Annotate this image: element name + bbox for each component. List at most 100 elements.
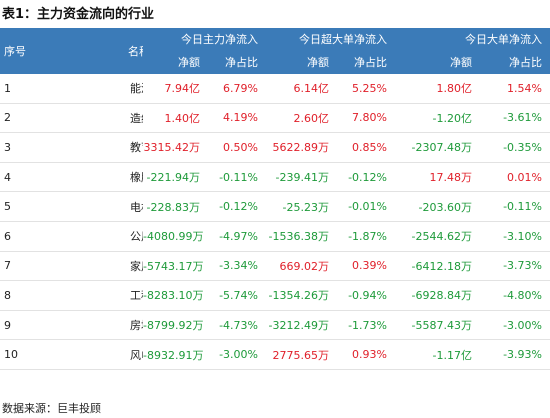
cell-industry-name: 造纸印刷: [58, 103, 143, 134]
cell-rank: 1: [0, 74, 58, 104]
table-row: 8工程咨询服务-8283.10万-5.74%-1354.26万-0.94%-69…: [0, 280, 550, 311]
cell-main-amount: 7.94亿: [143, 74, 208, 104]
header-main-ratio: 净占比: [208, 50, 266, 74]
cell-large-amount: -5587.43万: [395, 310, 480, 341]
cell-large-amount: 1.80亿: [395, 74, 480, 104]
cell-large-ratio: -3.10%: [480, 221, 550, 252]
data-source: 数据来源：巨丰投顾: [2, 402, 101, 415]
cell-large-ratio: -3.00%: [480, 310, 550, 341]
cell-rank: 9: [0, 310, 58, 341]
cell-industry-name: 橡胶制品: [58, 162, 143, 193]
cell-large-amount: -1.20亿: [395, 103, 480, 134]
cell-main-amount: -8932.91万: [143, 339, 208, 370]
cell-main-amount: -228.83万: [143, 191, 208, 222]
cell-super-ratio: -0.01%: [337, 191, 395, 222]
cell-rank: 2: [0, 103, 58, 134]
header-super-ratio: 净占比: [337, 50, 395, 74]
cell-main-ratio: 6.79%: [208, 74, 266, 104]
cell-super-amount: -239.41万: [266, 162, 337, 193]
cell-main-ratio: -0.11%: [208, 162, 266, 193]
cell-industry-name: 能源金属: [58, 74, 143, 104]
header-main-amount: 净额: [143, 50, 208, 74]
cell-large-ratio: -3.73%: [480, 251, 550, 282]
cell-industry-name: 教育: [58, 132, 143, 163]
header-group-super: 今日超大单净流入: [266, 28, 395, 50]
cell-main-ratio: 0.50%: [208, 132, 266, 163]
cell-rank: 3: [0, 132, 58, 163]
cell-main-ratio: -3.34%: [208, 251, 266, 282]
cell-super-ratio: 5.25%: [337, 74, 395, 104]
table-row: 3教育3315.42万0.50%5622.89万0.85%-2307.48万-0…: [0, 132, 550, 163]
cell-super-ratio: 7.80%: [337, 103, 395, 134]
cell-industry-name: 公用事业: [58, 221, 143, 252]
cell-super-amount: -1536.38万: [266, 221, 337, 252]
cell-rank: 7: [0, 251, 58, 282]
cell-main-amount: -8283.10万: [143, 280, 208, 311]
cell-industry-name: 风电设备: [58, 339, 143, 370]
table-row: 4橡胶制品-221.94万-0.11%-239.41万-0.12%17.48万0…: [0, 162, 550, 193]
cell-large-amount: -2544.62万: [395, 221, 480, 252]
cell-large-amount: -6928.84万: [395, 280, 480, 311]
cell-super-amount: 6.14亿: [266, 74, 337, 104]
cell-main-amount: -8799.92万: [143, 310, 208, 341]
cell-main-ratio: -4.73%: [208, 310, 266, 341]
cell-large-ratio: 1.54%: [480, 74, 550, 104]
cell-industry-name: 家用轻工: [58, 251, 143, 282]
cell-super-ratio: -0.94%: [337, 280, 395, 311]
cell-large-ratio: -0.11%: [480, 191, 550, 222]
cell-industry-name: 房地产服务: [58, 310, 143, 341]
cell-rank: 8: [0, 280, 58, 311]
cell-super-ratio: -1.87%: [337, 221, 395, 252]
header-rank: 序号: [0, 28, 58, 74]
cell-large-amount: -203.60万: [395, 191, 480, 222]
table-caption: 表1：主力资金流向的行业: [2, 7, 155, 22]
cell-super-amount: -1354.26万: [266, 280, 337, 311]
table-row: 7家用轻工-5743.17万-3.34%669.02万0.39%-6412.18…: [0, 251, 550, 282]
cell-large-amount: 17.48万: [395, 162, 480, 193]
table-row: 9房地产服务-8799.92万-4.73%-3212.49万-1.73%-558…: [0, 310, 550, 341]
cell-large-ratio: -4.80%: [480, 280, 550, 311]
cell-super-ratio: 0.93%: [337, 339, 395, 370]
cell-large-ratio: -3.61%: [480, 103, 550, 134]
cell-main-amount: -5743.17万: [143, 251, 208, 282]
cell-super-amount: -3212.49万: [266, 310, 337, 341]
cell-main-ratio: -0.12%: [208, 191, 266, 222]
header-group-large: 今日大单净流入: [395, 28, 550, 50]
cell-industry-name: 工程咨询服务: [58, 280, 143, 311]
cell-super-ratio: 0.39%: [337, 251, 395, 282]
cell-main-amount: -4080.99万: [143, 221, 208, 252]
cell-main-amount: 1.40亿: [143, 103, 208, 134]
header-group-main: 今日主力净流入: [143, 28, 266, 50]
cell-large-ratio: 0.01%: [480, 162, 550, 193]
cell-main-amount: -221.94万: [143, 162, 208, 193]
cell-large-ratio: -0.35%: [480, 132, 550, 163]
cell-main-ratio: 4.19%: [208, 103, 266, 134]
cell-industry-name: 电机: [58, 191, 143, 222]
cell-large-amount: -1.17亿: [395, 339, 480, 370]
cell-main-ratio: -4.97%: [208, 221, 266, 252]
header-name: 名称: [58, 28, 143, 74]
cell-large-amount: -6412.18万: [395, 251, 480, 282]
table-row: 5电机-228.83万-0.12%-25.23万-0.01%-203.60万-0…: [0, 191, 550, 222]
cell-main-ratio: -5.74%: [208, 280, 266, 311]
header-large-amount: 净额: [395, 50, 480, 74]
industry-flow-table: 序号 名称 今日主力净流入 今日超大单净流入 今日大单净流入 净额 净占比 净额…: [0, 28, 550, 370]
cell-rank: 6: [0, 221, 58, 252]
cell-super-amount: -25.23万: [266, 191, 337, 222]
cell-large-amount: -2307.48万: [395, 132, 480, 163]
table-row: 10风电设备-8932.91万-3.00%2775.65万0.93%-1.17亿…: [0, 339, 550, 370]
cell-rank: 4: [0, 162, 58, 193]
cell-super-amount: 5622.89万: [266, 132, 337, 163]
cell-super-ratio: 0.85%: [337, 132, 395, 163]
cell-super-ratio: -0.12%: [337, 162, 395, 193]
table-row: 6公用事业-4080.99万-4.97%-1536.38万-1.87%-2544…: [0, 221, 550, 252]
cell-large-ratio: -3.93%: [480, 339, 550, 370]
cell-super-amount: 669.02万: [266, 251, 337, 282]
cell-main-ratio: -3.00%: [208, 339, 266, 370]
cell-rank: 5: [0, 191, 58, 222]
cell-super-amount: 2775.65万: [266, 339, 337, 370]
header-large-ratio: 净占比: [480, 50, 550, 74]
cell-rank: 10: [0, 339, 58, 370]
